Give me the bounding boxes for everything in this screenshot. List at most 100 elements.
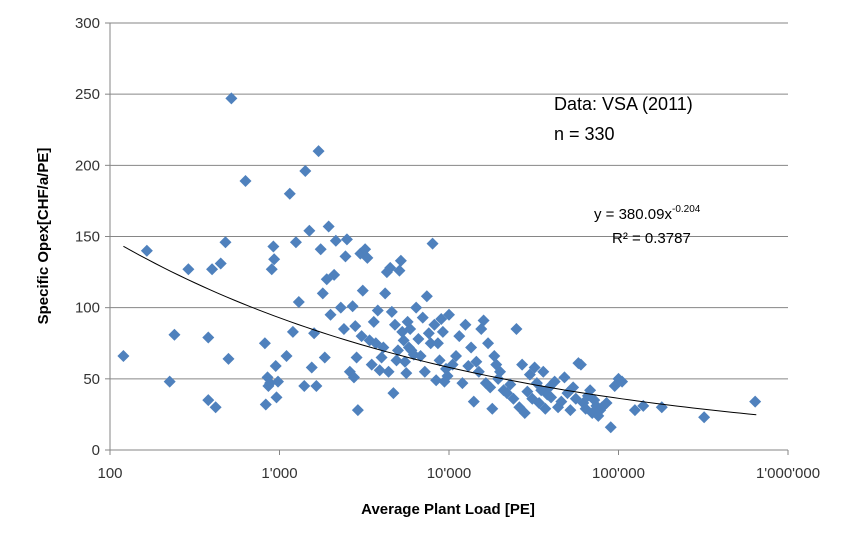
data-point [477,314,490,327]
data-point [384,261,397,274]
trend-equation: y = 380.09x-0.204 [594,204,701,223]
data-point [510,323,523,336]
data-point [312,145,325,158]
data-point [355,330,368,343]
data-point [450,350,463,363]
data-point [349,320,362,333]
data-point [391,344,404,357]
data-point [494,365,507,378]
data-point [628,404,641,417]
data-point [465,341,478,354]
x-tick-label: 10'000 [427,465,472,482]
data-point [397,334,410,347]
data-point [305,361,318,374]
data-point [424,337,437,350]
data-point [283,187,296,200]
trend-equation-exponent: -0.204 [672,204,701,215]
data-point [431,337,444,350]
data-point [428,318,441,331]
data-point [412,332,425,345]
data-point [339,250,352,263]
data-point [537,365,550,378]
data-point [268,253,281,266]
data-point [414,350,427,363]
data-point [600,397,613,410]
data-point [453,330,466,343]
data-point [318,351,331,364]
data-point [340,233,353,246]
axes [105,22,789,455]
data-point [616,375,629,388]
data-point [347,371,360,384]
data-point [459,318,472,331]
data-point [416,311,429,324]
data-point [308,327,321,340]
y-tick-label: 150 [75,229,100,246]
data-point [206,263,219,276]
data-point [528,361,541,374]
data-point [518,406,531,419]
data-point [222,352,235,365]
data-point [365,358,378,371]
data-point [393,264,406,277]
data-point [482,337,495,350]
data-point [484,381,497,394]
data-point [351,404,364,417]
trend-r-squared: R² = 0.3787 [612,230,691,247]
data-point [359,243,372,256]
data-point [418,365,431,378]
trend-equation-base: y = 380.09x [594,206,672,223]
data-point [475,323,488,336]
data-point [346,300,359,313]
data-point [521,385,534,398]
data-point [314,243,327,256]
data-point [404,323,417,336]
data-point [303,224,316,237]
data-point [433,354,446,367]
x-tick-label: 1'000 [261,465,297,482]
data-point [267,240,280,253]
x-tick-label: 100'000 [592,465,645,482]
data-point [280,350,293,363]
data-point [443,308,455,321]
data-point [334,301,347,314]
data-source-annotation: Data: VSA (2011) [554,94,693,114]
data-point [259,398,272,411]
data-point [539,402,552,415]
data-point [337,323,350,336]
data-point [269,360,282,373]
data-point [398,355,411,368]
data-point [316,287,329,300]
data-point [209,401,222,414]
data-point [488,350,501,363]
data-point [387,387,400,400]
data-point [202,394,215,407]
y-tick-label: 200 [75,157,100,174]
y-tick-label: 100 [75,300,100,317]
data-point [289,236,302,249]
data-point [564,404,577,417]
data-point [286,325,299,338]
data-point [400,367,413,380]
data-point [324,308,337,321]
data-point [698,411,711,424]
sample-size-annotation: n = 330 [554,124,615,144]
data-point [410,301,423,314]
data-point [258,337,271,350]
data-point [361,251,374,264]
data-point [350,351,363,364]
data-point [655,401,668,414]
data-point [749,395,762,408]
data-point [270,391,283,404]
data-point [516,358,529,371]
data-point [390,354,403,367]
data-point [604,421,617,434]
data-point [379,287,392,300]
x-tick-label: 100 [97,465,122,482]
data-point [567,381,580,394]
data-point [239,174,252,187]
data-point [507,392,520,405]
data-point [219,236,232,249]
data-point [117,350,130,363]
x-tick-labels: 100 1'000 10'000 100'000 1'000'000 [97,465,820,482]
